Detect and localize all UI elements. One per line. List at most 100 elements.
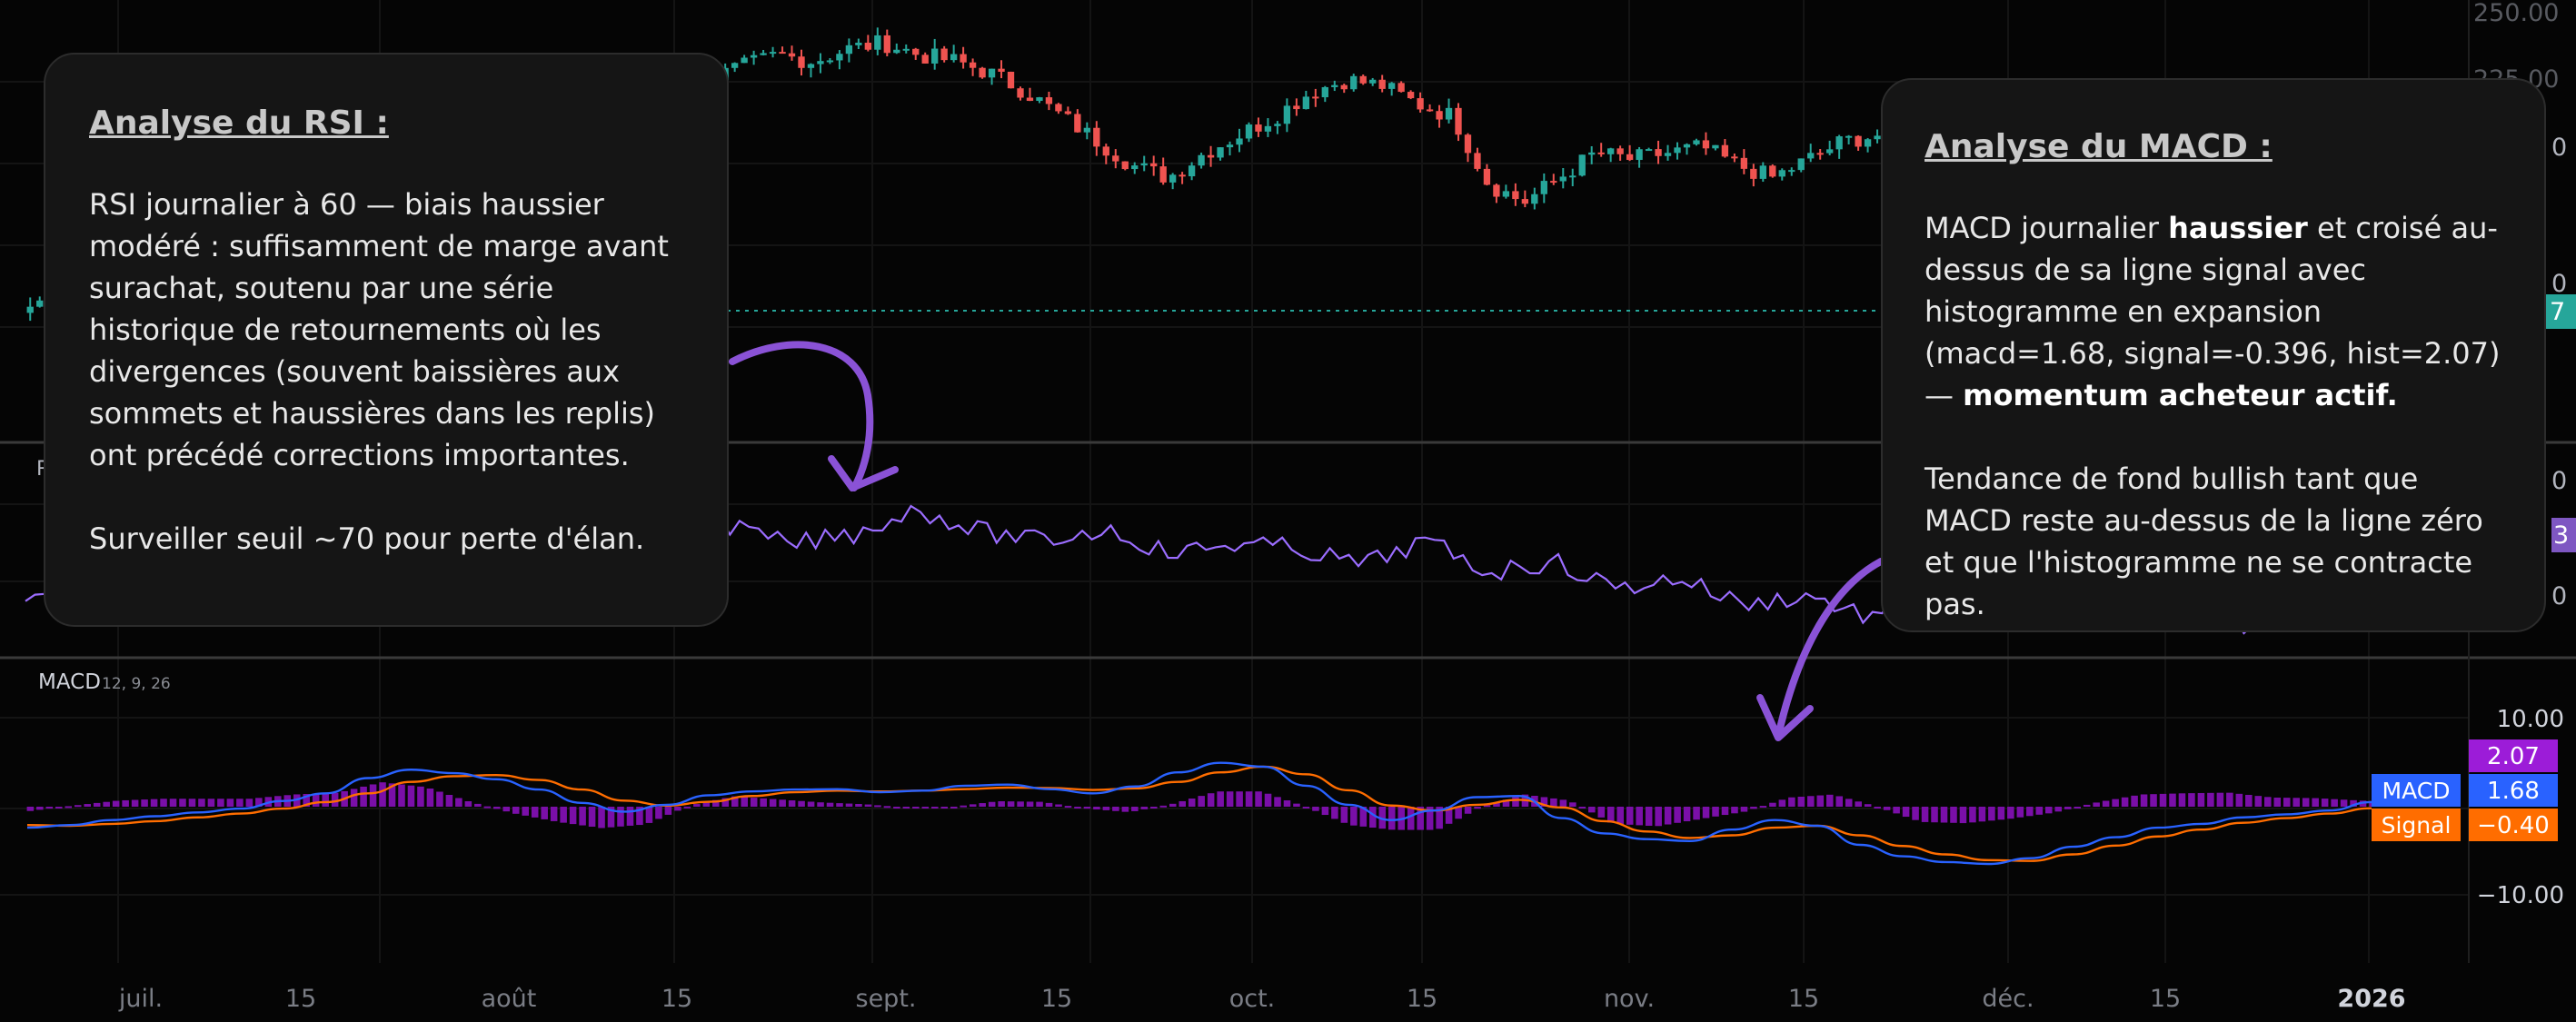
macd-histogram-bar — [1731, 807, 1738, 814]
candle — [1378, 79, 1386, 89]
macd-histogram-bar — [1569, 802, 1576, 807]
macd-histogram-bar — [65, 806, 73, 809]
macd-histogram-bar — [2007, 807, 2014, 819]
macd-histogram-bar — [2283, 798, 2291, 807]
time-axis[interactable]: juil. 15 août 15 sept. 15 oct. 15 nov. 15 déc. 15 20… — [118, 985, 2406, 1013]
annotation-arrows — [729, 341, 1885, 741]
candle — [988, 68, 996, 78]
macd-histogram-bar — [122, 799, 129, 807]
macd-histogram-bar — [198, 799, 205, 807]
macd-histogram-bar — [864, 804, 872, 807]
macd-histogram-bar — [1179, 800, 1187, 807]
macd-name-badge — [2372, 774, 2461, 807]
macd-histogram-bar — [1369, 807, 1377, 829]
price-tick-label: 0 — [2551, 134, 2567, 162]
macd-histogram-bar — [1350, 807, 1358, 826]
macd-histogram-bar — [969, 804, 977, 807]
time-axis-label: 15 — [1407, 985, 1437, 1013]
candle — [1550, 181, 1557, 184]
signal-value-badge — [2469, 809, 2558, 841]
macd-histogram-bar — [1007, 801, 1015, 807]
macd-histogram-bar — [2264, 797, 2272, 807]
candle — [1340, 84, 1348, 90]
macd-histogram-bar — [769, 799, 777, 807]
candle — [1540, 181, 1547, 194]
macd-histogram-bar — [1902, 807, 1910, 818]
candle — [1655, 149, 1662, 156]
macd-histogram-bar — [1540, 797, 1548, 807]
candle — [1302, 96, 1310, 110]
arrow-shaft — [729, 341, 874, 491]
macd-histogram-bar — [2035, 807, 2044, 815]
time-axis-label: sept. — [856, 985, 917, 1013]
macd-card-text: et croisé au-dessus de sa ligne signal a… — [1925, 211, 2501, 412]
macd-histogram-bar — [1331, 807, 1338, 819]
macd-histogram-bar — [1721, 807, 1729, 816]
candle — [893, 49, 900, 54]
macd-histogram-bar — [112, 800, 120, 807]
macd-histogram-bar — [998, 801, 1005, 807]
macd-histogram-bar — [2083, 804, 2091, 807]
candle — [1198, 154, 1205, 166]
macd-histogram-bar — [1140, 807, 1149, 809]
macd-histogram-bar — [2102, 800, 2110, 807]
candle — [836, 54, 843, 61]
candle — [931, 48, 939, 64]
macd-histogram-bar — [1883, 807, 1891, 810]
macd-card-paragraph-1: MACD journalier haussier et croisé au-de… — [1925, 207, 2502, 416]
macd-histogram-bar — [2150, 794, 2157, 807]
macd-histogram-bar — [512, 807, 520, 814]
candle — [902, 48, 910, 51]
macd-histogram-bar — [912, 807, 920, 809]
time-axis-label: 15 — [1041, 985, 1072, 1013]
macd-histogram-bar — [360, 786, 367, 807]
signal-name-badge — [2372, 809, 2461, 841]
macd-histogram-bar — [2026, 807, 2034, 817]
macd-histogram-bar — [1150, 807, 1158, 809]
candle — [1387, 83, 1396, 89]
candle — [874, 35, 881, 50]
candle — [921, 55, 929, 64]
candle — [1255, 124, 1262, 132]
macd-histogram-bar — [522, 807, 529, 816]
candle — [883, 35, 890, 54]
arrow-shaft — [1775, 558, 1885, 739]
macd-histogram-bar — [1493, 802, 1500, 807]
candle — [1007, 71, 1015, 89]
macd-histogram-bar — [2340, 799, 2348, 807]
macd-histogram-bar — [1816, 795, 1825, 807]
time-axis-label: 15 — [285, 985, 316, 1013]
candle — [1017, 88, 1024, 98]
candle — [1436, 111, 1443, 120]
candle — [731, 63, 739, 68]
macd-histogram-bar — [74, 805, 82, 808]
rsi-tick-label: 0 — [2551, 467, 2567, 495]
macd-histogram-bar — [131, 799, 139, 807]
macd-histogram-bar — [1055, 804, 1062, 807]
candle — [826, 60, 834, 63]
macd-histogram-bar — [2302, 798, 2310, 807]
candle — [1683, 144, 1691, 148]
macd-histogram-bar — [1712, 807, 1719, 817]
macd-histogram-bar — [1959, 807, 1967, 824]
macd-histogram-bar — [255, 798, 263, 807]
macd-histogram-bar — [569, 807, 577, 825]
candle — [1474, 153, 1481, 169]
macd-value-label: 1.68 — [2487, 778, 2540, 805]
candle — [779, 52, 786, 55]
macd-histogram-bar — [1931, 807, 1938, 823]
candle — [1293, 105, 1300, 110]
macd-histogram-bar — [693, 804, 701, 807]
candle — [1531, 193, 1538, 204]
macd-histogram-bar — [141, 799, 148, 807]
macd-histogram-bar — [1483, 805, 1491, 808]
candle — [1855, 135, 1862, 147]
macd-histogram-bar — [322, 793, 329, 807]
macd-histogram-bar — [1226, 791, 1234, 807]
candle — [1807, 153, 1815, 159]
candle — [36, 300, 44, 307]
macd-value-badge — [2469, 774, 2558, 807]
candle — [1093, 127, 1100, 147]
candle — [1112, 155, 1119, 162]
